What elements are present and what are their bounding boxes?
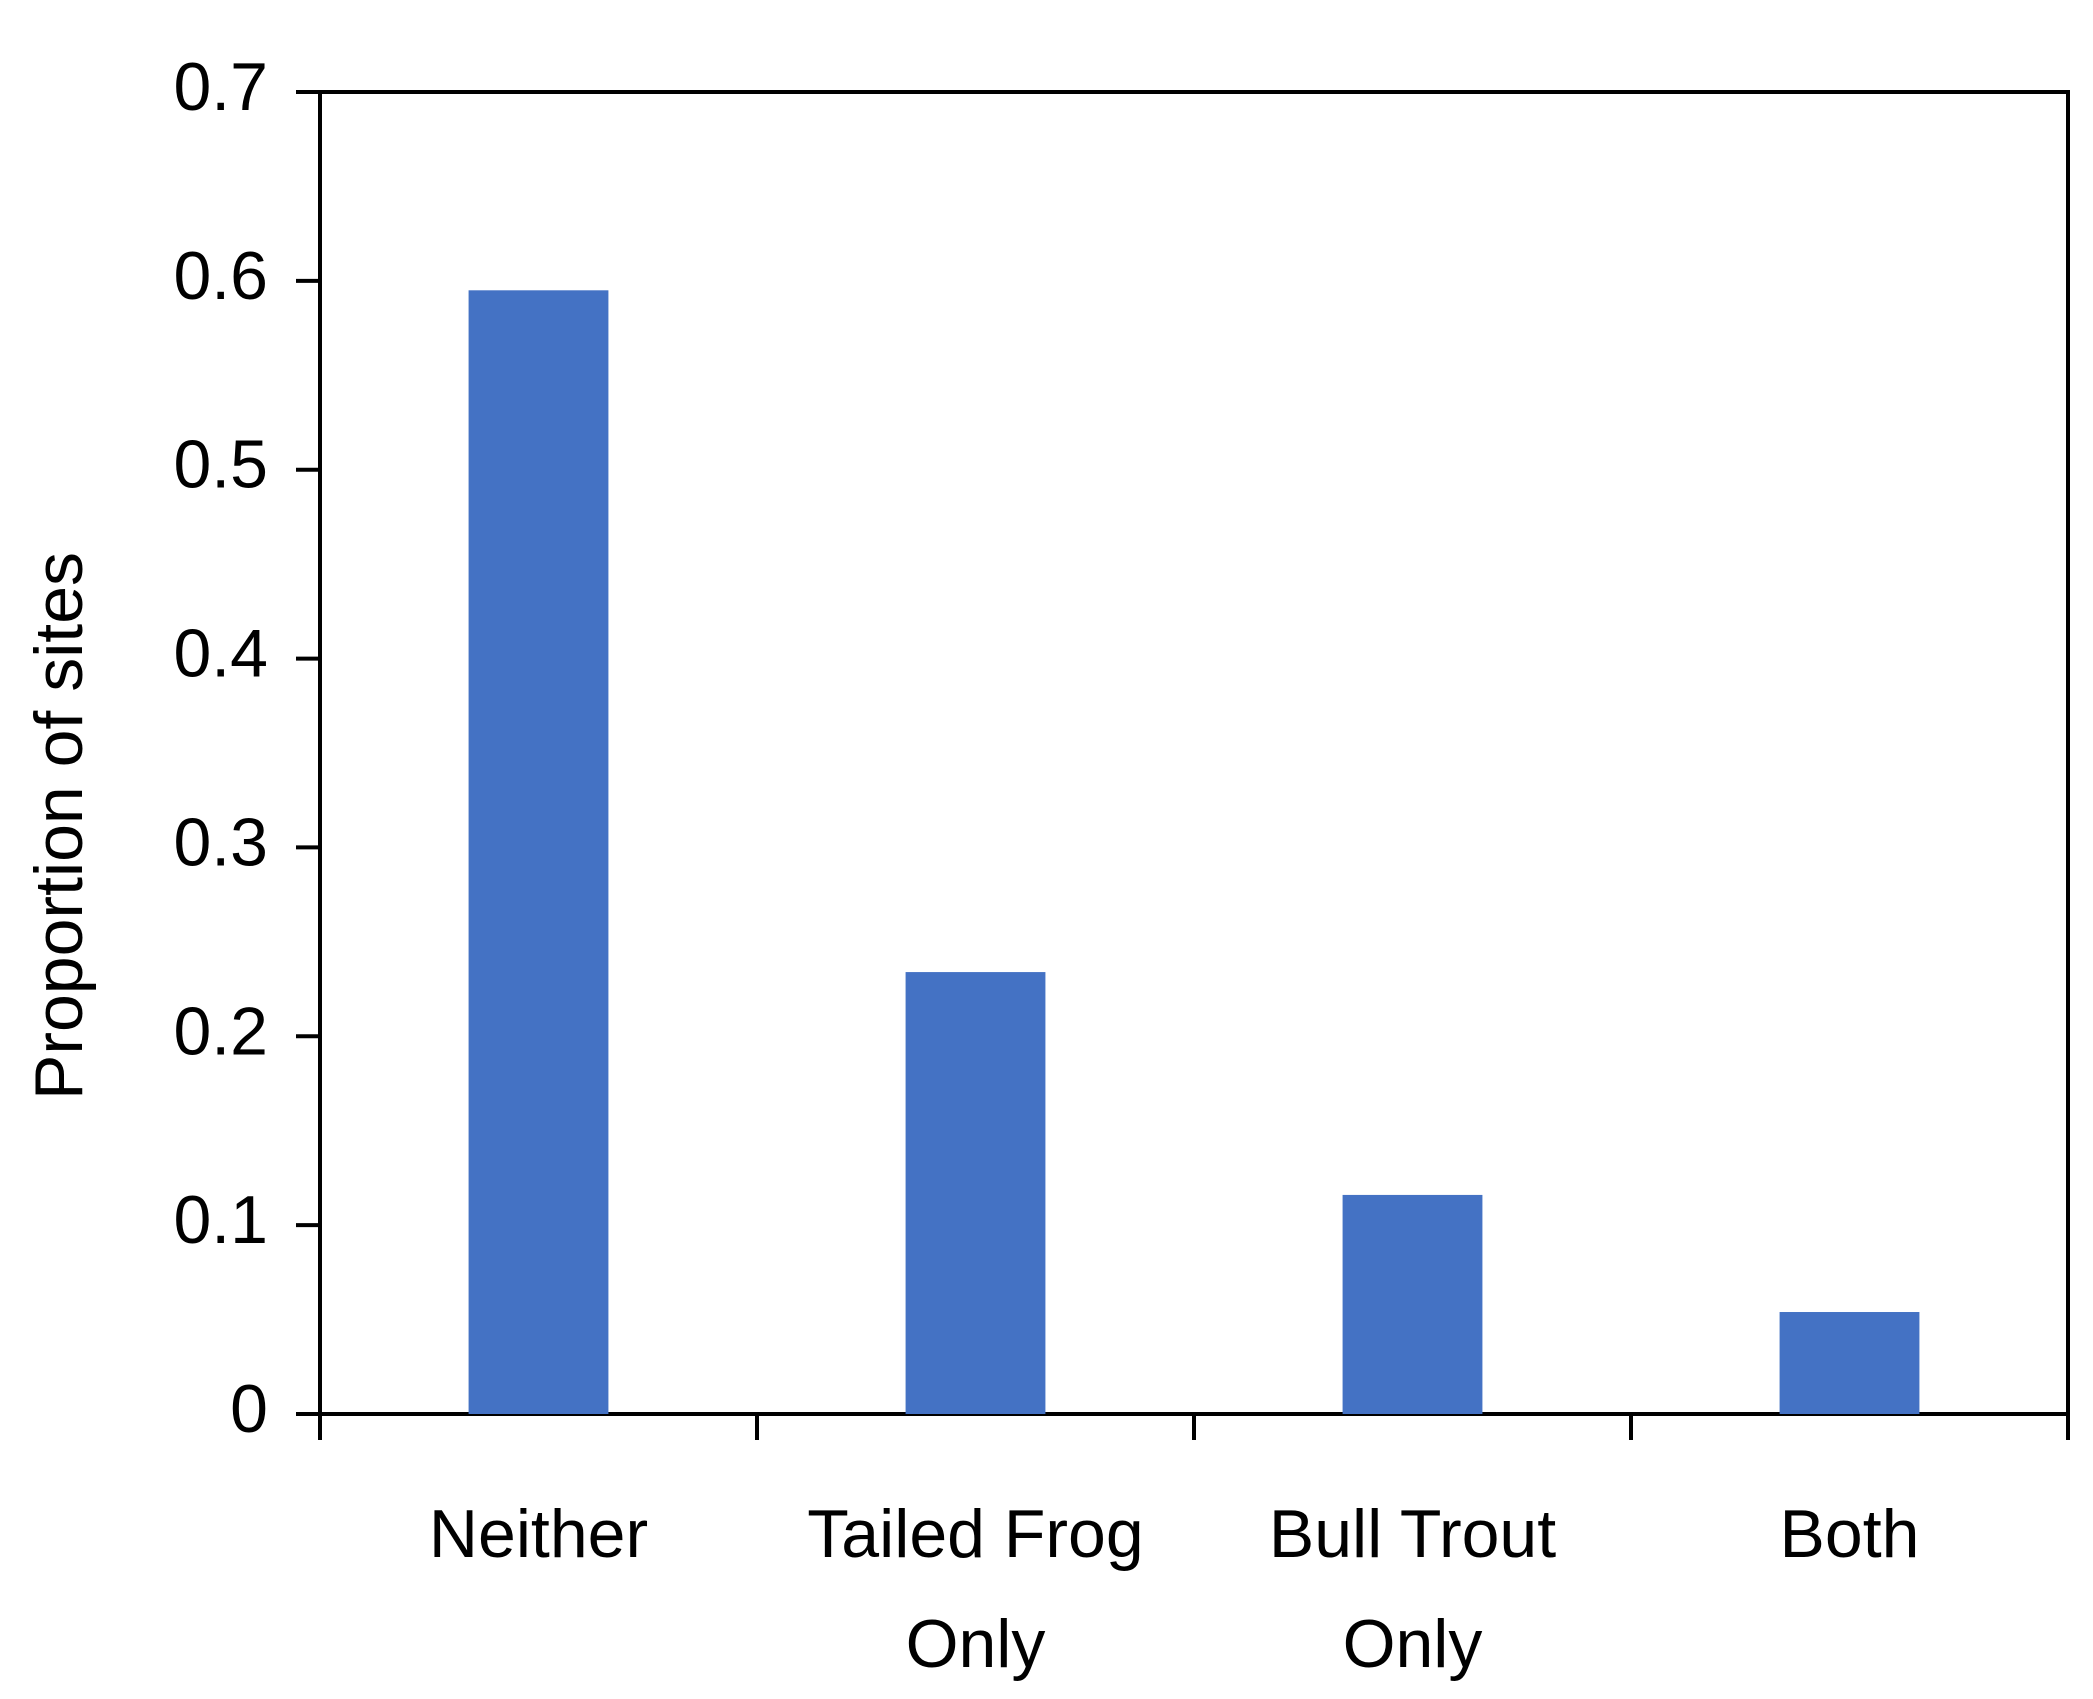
y-tick-label: 0.4 [173,616,268,692]
y-tick-label: 0.1 [173,1182,268,1258]
y-tick-label: 0.3 [173,804,268,880]
x-tick-label: Neither [428,1496,649,1572]
x-tick-label: Both [1779,1496,1920,1572]
y-tick-label: 0.5 [173,427,268,503]
bar [468,290,609,1414]
x-tick-label: Tailed Frog Only [807,1496,1144,1682]
bar [905,972,1046,1414]
y-tick-label: 0 [230,1371,268,1447]
y-axis-title: Proportion of sites [21,552,97,1100]
y-tick-label: 0.7 [173,49,268,125]
x-tick-label: Bull Trout Only [1268,1496,1557,1682]
bar [1779,1312,1920,1414]
bar [1342,1194,1483,1414]
y-tick-label: 0.6 [173,238,268,314]
y-tick-label: 0.2 [173,993,268,1069]
